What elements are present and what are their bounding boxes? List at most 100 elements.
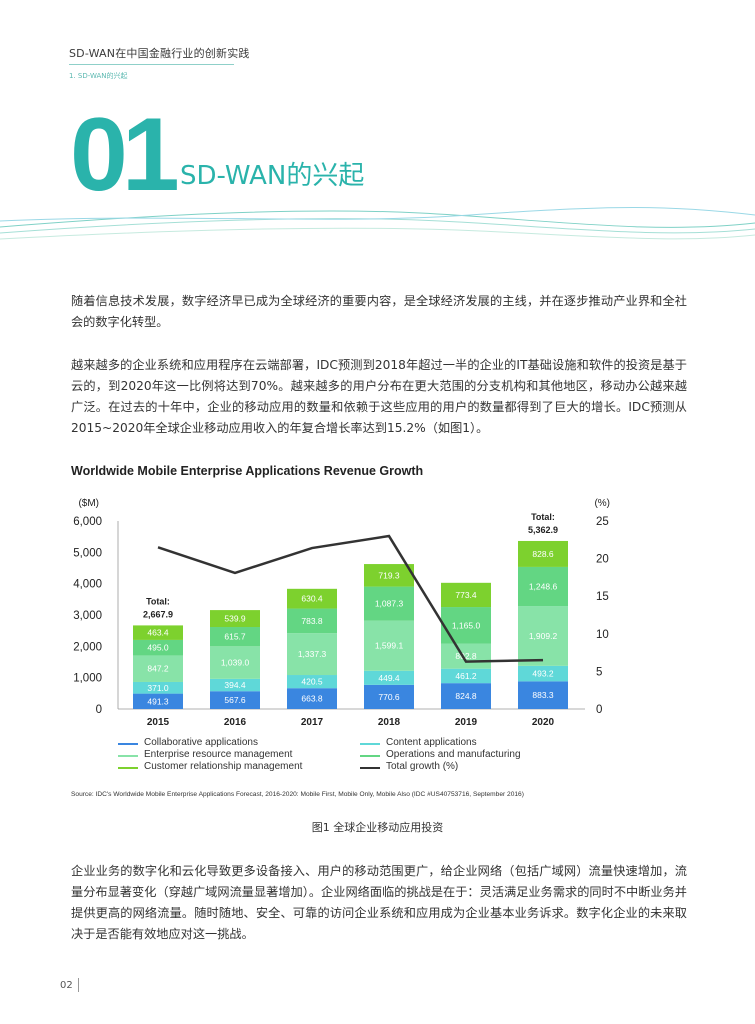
bar-segment: [441, 582, 491, 608]
bar-value-label: 1,248.6: [529, 581, 558, 591]
bar-segment: [441, 607, 491, 644]
bar-segment: [364, 684, 414, 709]
bar-segment: [518, 665, 568, 682]
bar-value-label: 567.6: [224, 695, 246, 705]
bar-value-label: 493.2: [532, 669, 554, 679]
legend-label: Content applications: [386, 737, 477, 748]
bar-segment: [364, 670, 414, 685]
total-annotation-label: Total:: [531, 512, 555, 522]
bar-value-label: 1,165.0: [452, 620, 481, 630]
y-tick-label-left: 3,000: [73, 610, 102, 622]
bar-segment: [518, 566, 568, 607]
bar-segment: [364, 564, 414, 587]
y-tick-label-left: 5,000: [73, 547, 102, 559]
y-axis-label-right: (%): [594, 498, 610, 509]
legend-label: Operations and manufacturing: [386, 749, 521, 760]
bar-segment: [364, 620, 414, 671]
y-tick-label-left: 6,000: [73, 516, 102, 528]
bar-value-label: 1,909.2: [529, 631, 558, 641]
y-tick-label-left: 2,000: [73, 641, 102, 653]
bar-segment: [287, 688, 337, 709]
paragraph-intro: 随着信息技术发展，数字经济早已成为全球经济的重要内容，是全球经济发展的主线，并在…: [71, 294, 687, 329]
bar-value-label: 449.4: [378, 673, 400, 683]
x-tick-label: 2015: [147, 717, 170, 728]
y-tick-label-right: 15: [596, 591, 609, 603]
growth-line: [157, 534, 544, 663]
bar-value-label: 1,599.1: [375, 641, 404, 651]
bar-value-label: 824.8: [455, 691, 477, 701]
bar-segment: [210, 646, 260, 679]
figure-caption: 图1 全球企业移动应用投资: [311, 821, 444, 834]
x-tick-label: 2019: [455, 717, 478, 728]
chart-title: Worldwide Mobile Enterprise Applications…: [71, 464, 424, 478]
legend-swatch: [118, 743, 138, 745]
bar-value-label: 371.0: [147, 683, 169, 693]
bar-segment: [287, 608, 337, 634]
y-tick-label-right: 0: [596, 704, 602, 716]
page-number-divider: [78, 978, 79, 992]
bar-value-label: 1,087.3: [375, 599, 404, 609]
bar-segment: [364, 586, 414, 621]
x-tick-label: 2018: [378, 717, 401, 728]
bar-segment: [287, 633, 337, 676]
total-annotation-value: 5,362.9: [528, 525, 558, 535]
bar-value-label: 491.3: [147, 696, 169, 706]
header-divider: [69, 64, 234, 65]
bar-value-label: 394.4: [224, 680, 246, 690]
bar-segment: [287, 588, 337, 609]
bar-value-label: 461.2: [455, 671, 477, 681]
legend-swatch: [118, 767, 138, 769]
bar-segment: [210, 610, 260, 628]
bar-segment: [133, 625, 183, 640]
bar-segment: [518, 606, 568, 666]
bar-value-label: 783.8: [301, 616, 323, 626]
x-tick-label: 2016: [224, 717, 247, 728]
legend-label: Total growth (%): [386, 761, 459, 772]
bar-value-label: 1,337.3: [298, 649, 327, 659]
y-tick-label-left: 1,000: [73, 673, 102, 685]
bar-segment: [441, 683, 491, 709]
bar-value-label: 1,039.0: [221, 658, 250, 668]
legend-label: Enterprise resource management: [144, 749, 293, 760]
bar-value-label: 802.8: [455, 651, 477, 661]
bar-segment: [441, 668, 491, 684]
x-tick-label: 2020: [532, 717, 555, 728]
y-tick-label-right: 25: [596, 516, 609, 528]
section-number: 01: [70, 97, 180, 213]
bar-segment: [287, 675, 337, 689]
bar-segment: [133, 681, 183, 694]
y-tick-label-right: 20: [596, 554, 609, 566]
bar-value-label: 883.3: [532, 690, 554, 700]
y-tick-label-left: 0: [96, 704, 102, 716]
legend-swatch: [360, 743, 380, 745]
legend-label: Customer relationship management: [144, 761, 303, 772]
bar-value-label: 828.6: [532, 549, 554, 559]
bar-value-label: 539.9: [224, 614, 246, 624]
legend-swatch: [360, 755, 380, 757]
bar-segment: [133, 693, 183, 709]
y-axis-label-left: ($M): [78, 498, 99, 509]
legend-swatch: [118, 755, 138, 757]
y-tick-label-right: 10: [596, 629, 609, 641]
bar-value-label: 463.4: [147, 628, 169, 638]
bar-value-label: 773.4: [455, 590, 477, 600]
revenue-chart: ($M) (%) 0 1,000 2,000 3,000 4,000 5,000 6,000 0 5…: [73, 498, 610, 728]
bar-segment: [133, 639, 183, 656]
y-tick-label-left: 4,000: [73, 579, 102, 591]
bar-value-label: 847.2: [147, 664, 169, 674]
bar-segment: [210, 678, 260, 692]
bar-segment: [518, 681, 568, 709]
page-number: 02: [60, 980, 73, 991]
bar-value-label: 615.7: [224, 632, 246, 642]
section-title: SD-WAN的兴起: [180, 161, 365, 191]
paragraph-challenge: 企业业务的数字化和云化导致更多设备接入、用户的移动范围更广，给企业网络（包括广域…: [71, 864, 687, 941]
x-tick-label: 2017: [301, 717, 324, 728]
bar-value-label: 420.5: [301, 677, 323, 687]
bar-value-label: 770.6: [378, 692, 400, 702]
bar-value-label: 719.3: [378, 570, 400, 580]
bar-value-label: 495.0: [147, 643, 169, 653]
bar-value-label: 630.4: [301, 594, 323, 604]
running-header-title: SD-WAN在中国金融行业的创新实践: [69, 47, 250, 60]
decorative-wave-lines: [0, 207, 755, 240]
bar-segment: [210, 627, 260, 647]
